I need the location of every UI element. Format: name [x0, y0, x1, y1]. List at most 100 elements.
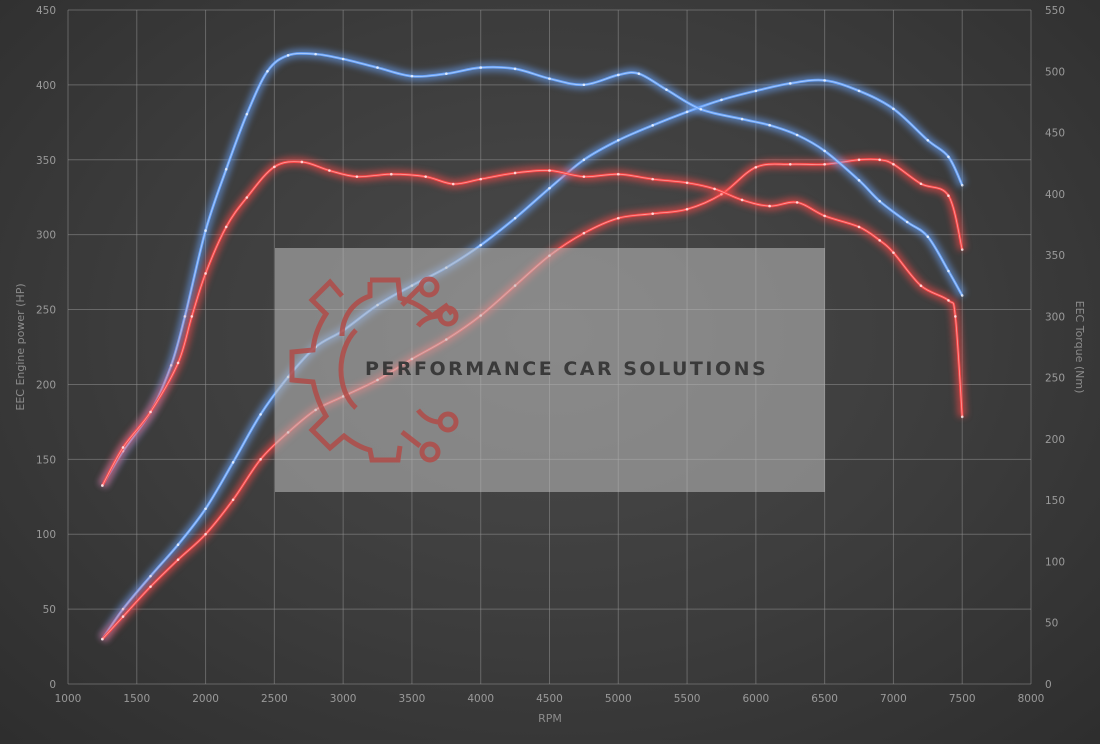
x-tick-label: 3000 — [330, 693, 357, 705]
series-point — [947, 155, 950, 159]
y-left-tick-label: 450 — [36, 5, 56, 17]
series-highlight — [102, 161, 963, 486]
series-point — [410, 74, 414, 78]
series-point — [259, 413, 262, 416]
series-point — [788, 82, 792, 85]
series-point — [768, 123, 771, 127]
series-point — [740, 117, 744, 121]
series-line-4 — [98, 157, 967, 488]
series-point — [149, 574, 152, 578]
series-point — [224, 225, 228, 229]
series-point — [960, 294, 964, 297]
series-point — [445, 72, 448, 76]
series-highlight — [102, 53, 963, 486]
series-point — [513, 216, 517, 220]
series-point — [740, 198, 744, 202]
series-point — [389, 172, 393, 176]
x-tick-label: 6000 — [742, 693, 769, 705]
series-point — [513, 171, 517, 175]
watermark-logo: PERFORMANCE CAR SOLUTIONS — [275, 248, 825, 492]
y-right-tick-label: 450 — [1045, 128, 1065, 140]
series-point — [651, 177, 654, 181]
series-point — [616, 172, 620, 176]
y-right-tick-label: 500 — [1045, 66, 1065, 78]
series-point — [713, 187, 716, 191]
series-point — [685, 181, 689, 185]
y-right-tick-label: 0 — [1045, 679, 1052, 691]
y-left-tick-label: 250 — [36, 305, 56, 317]
y-right-tick-label: 350 — [1045, 250, 1065, 262]
series-point — [121, 615, 125, 618]
series-point — [919, 182, 923, 186]
series-point — [424, 175, 427, 178]
y-axis-left-title: EEC Engine power (HP) — [14, 283, 27, 410]
series-point — [878, 239, 881, 242]
series-point — [479, 243, 483, 247]
series-point — [947, 194, 950, 198]
series-point — [245, 112, 249, 116]
series-point — [947, 299, 950, 302]
axis-tick-labels: 1000 1500 2000 2500 3000 3500 4000 4500 5000 5500… — [36, 5, 1065, 705]
series-point — [685, 110, 689, 114]
series-stroke — [101, 52, 964, 487]
series-point — [548, 77, 551, 80]
y-left-tick-label: 300 — [36, 230, 56, 242]
series-point — [768, 204, 771, 208]
series-point — [479, 66, 483, 69]
series-point — [788, 162, 792, 166]
y-axis-right-title: EEC Torque (Nm) — [1073, 301, 1086, 394]
y-right-tick-label: 250 — [1045, 373, 1065, 385]
x-tick-label: 5500 — [674, 693, 701, 705]
series-point — [190, 315, 194, 318]
series-line-3 — [98, 48, 967, 488]
y-left-tick-label: 200 — [36, 379, 56, 391]
series-point — [878, 199, 881, 203]
series-point — [919, 284, 923, 288]
series-point — [101, 637, 104, 641]
y-left-tick-label: 350 — [36, 155, 56, 167]
series-point — [176, 543, 180, 547]
series-point — [954, 315, 957, 318]
series-point — [720, 98, 723, 102]
series-point — [926, 235, 930, 239]
series-point — [857, 158, 861, 162]
x-tick-label: 2000 — [192, 693, 219, 705]
series-point — [857, 179, 861, 182]
series-point — [616, 73, 620, 77]
y-left-tick-label: 100 — [36, 529, 56, 541]
series-point — [582, 158, 586, 162]
series-point — [616, 139, 620, 142]
x-tick-label: 8000 — [1018, 693, 1045, 705]
series-point — [892, 162, 895, 166]
y-right-tick-label: 100 — [1045, 556, 1065, 568]
series-point — [513, 67, 517, 71]
series-point — [259, 458, 262, 461]
series-point — [878, 158, 881, 162]
series-line-1 — [98, 75, 967, 642]
series-point — [451, 182, 455, 186]
series-point — [204, 229, 207, 232]
series-point — [355, 175, 359, 178]
series-point — [616, 216, 620, 220]
x-tick-label: 7500 — [949, 693, 976, 705]
gear-circuit-icon — [289, 276, 459, 463]
x-axis-title: RPM — [538, 712, 562, 725]
series-point — [926, 139, 930, 142]
series-point — [823, 149, 826, 153]
x-tick-label: 1500 — [123, 693, 150, 705]
y-right-tick-label: 150 — [1045, 495, 1065, 507]
series-point — [224, 168, 228, 171]
series-point — [651, 124, 654, 127]
series-point — [754, 165, 758, 169]
y-left-tick-label: 50 — [43, 604, 56, 616]
series-point — [183, 315, 187, 318]
series-point — [823, 162, 826, 166]
series-point — [479, 177, 483, 181]
x-tick-label: 7000 — [880, 693, 907, 705]
series-point — [101, 484, 104, 487]
x-tick-label: 6500 — [811, 693, 838, 705]
series-point — [823, 214, 826, 218]
series-point — [328, 169, 331, 172]
